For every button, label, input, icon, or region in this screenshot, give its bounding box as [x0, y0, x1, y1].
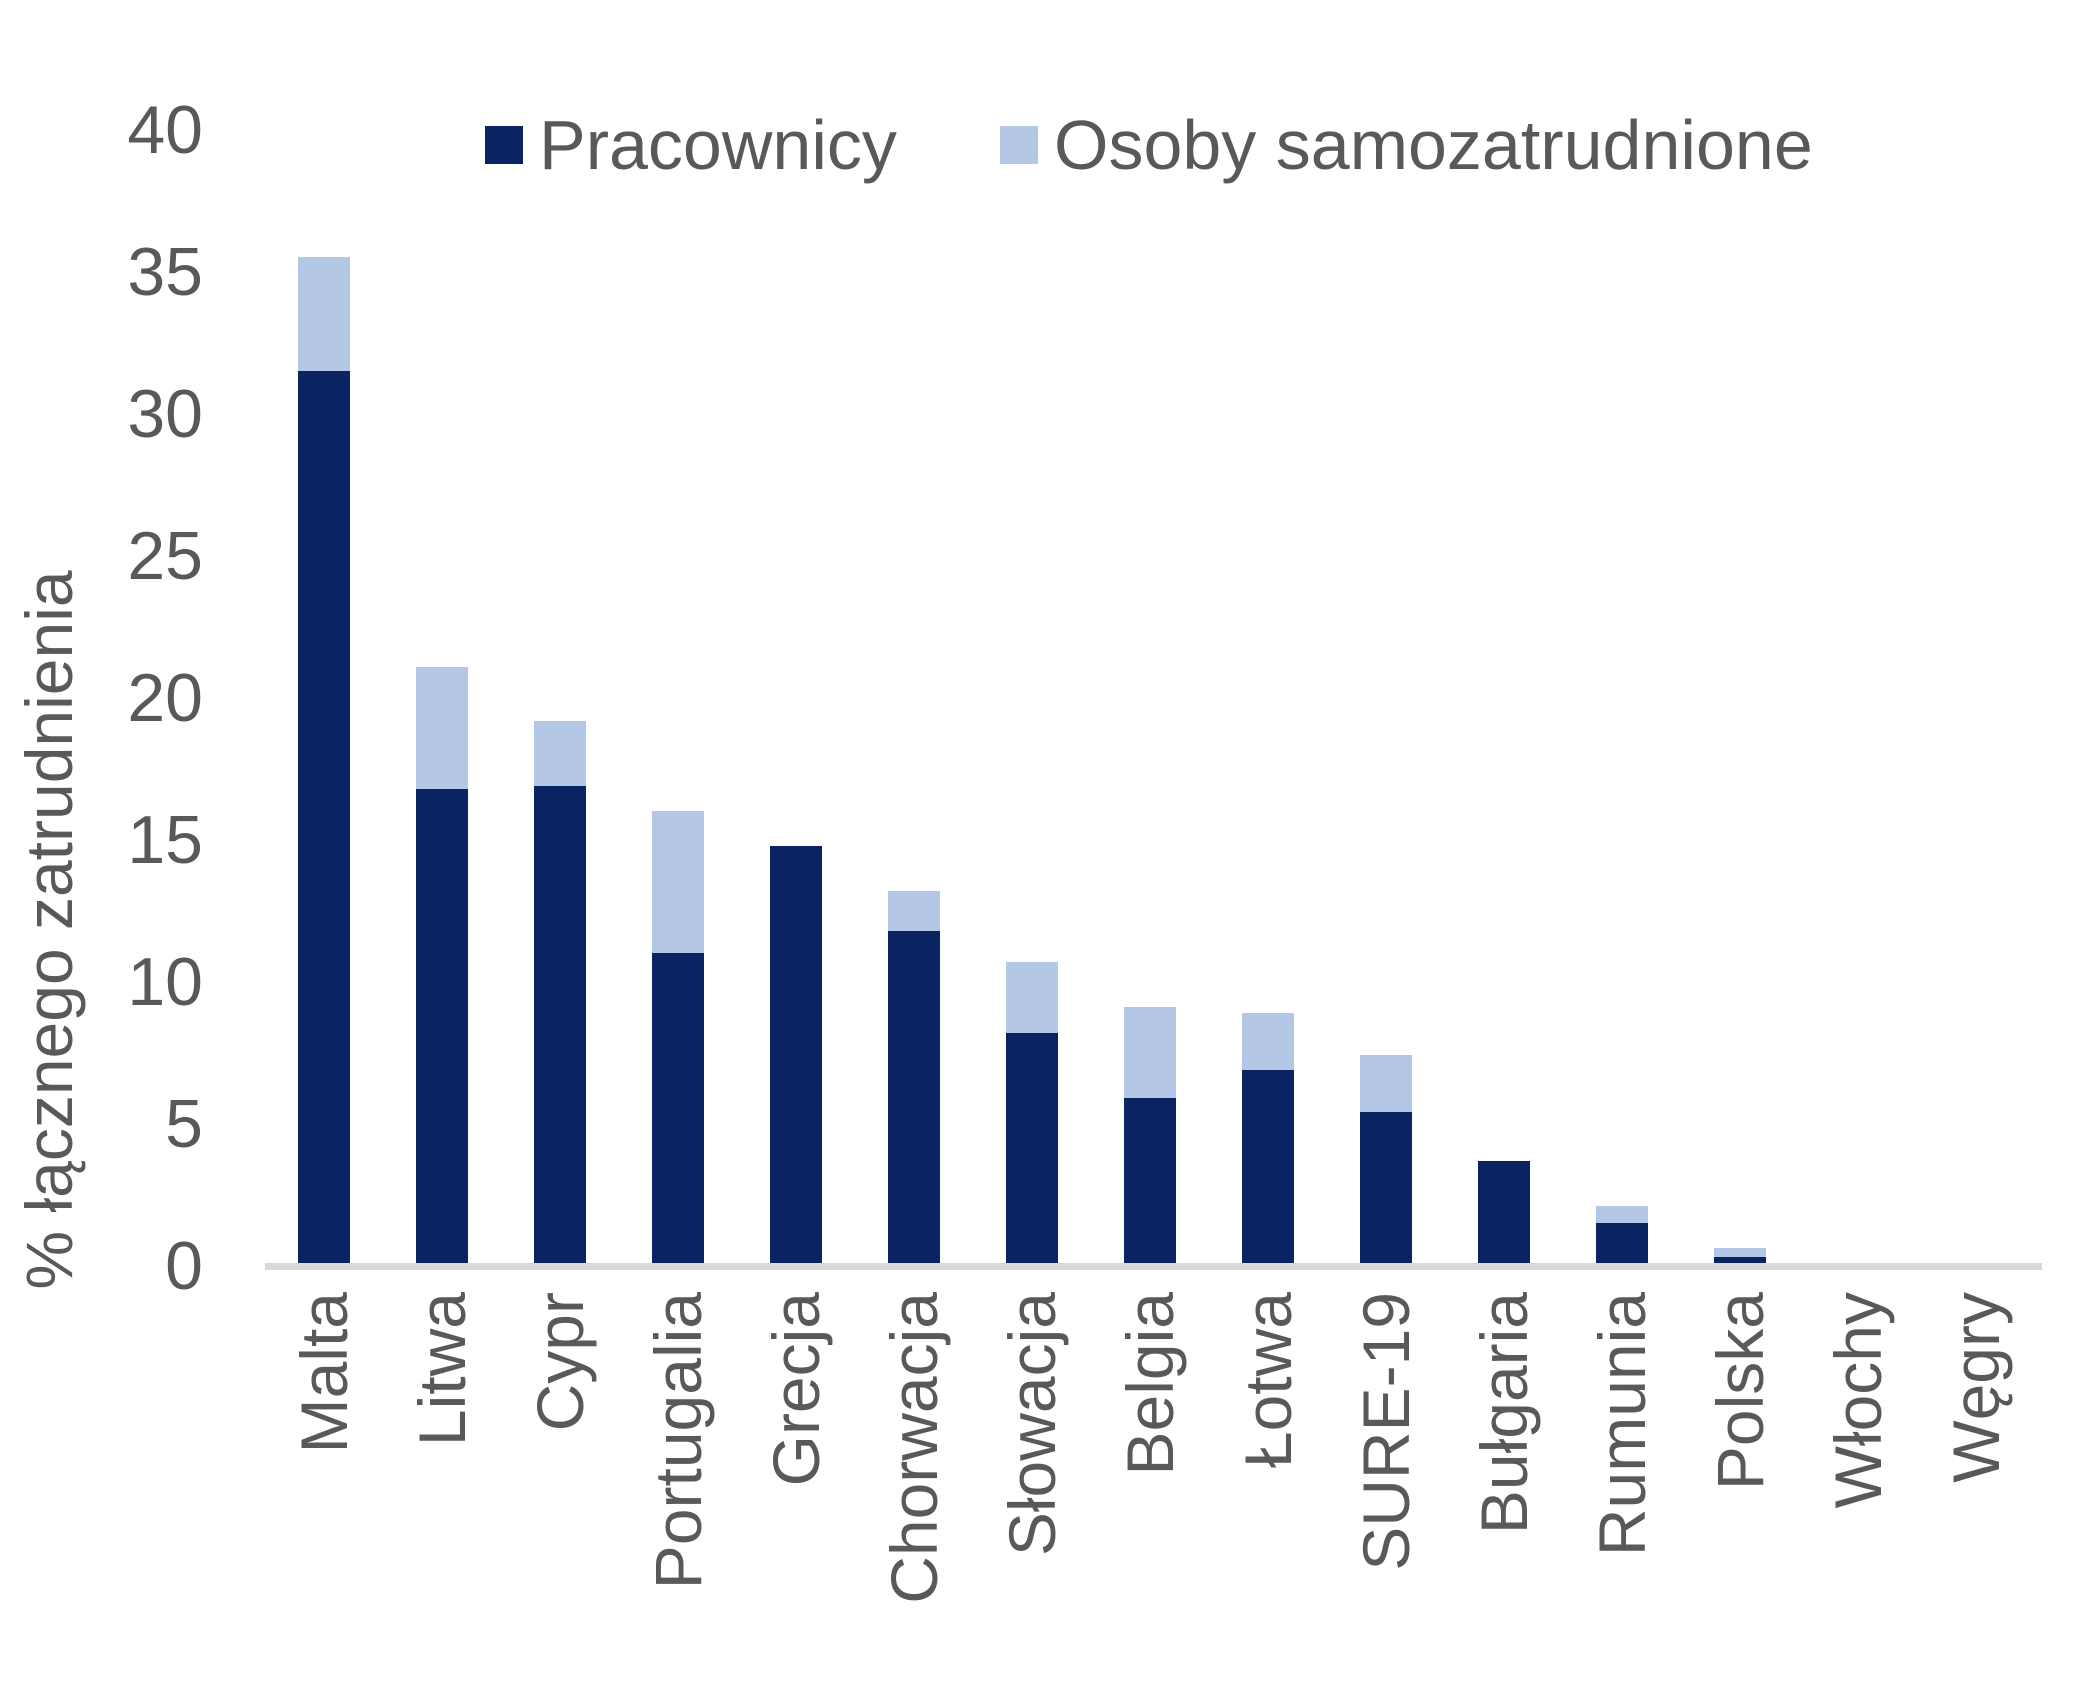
y-tick-label-25: 25	[127, 518, 203, 594]
y-tick-label-20: 20	[127, 660, 203, 736]
category-label-litwa: Litwa	[405, 1292, 479, 1447]
bar-segment-chorwacja-pracownicy	[888, 931, 940, 1263]
bar-segment-słowacja-pracownicy	[1006, 1033, 1058, 1263]
bar-słowacja	[1006, 962, 1058, 1263]
bar-chorwacja	[888, 891, 940, 1263]
category-label-belgia: Belgia	[1113, 1292, 1187, 1476]
category-label-węgry: Węgry	[1939, 1292, 2013, 1483]
bar-segment-litwa-osoby-samozatrudnione	[416, 667, 468, 789]
bar-sure-19	[1360, 1055, 1412, 1263]
category-label-polska: Polska	[1703, 1292, 1777, 1491]
category-label-łotwa: Łotwa	[1231, 1292, 1305, 1469]
bar-segment-rumunia-osoby-samozatrudnione	[1596, 1206, 1648, 1223]
y-tick-label-30: 30	[127, 376, 203, 452]
bar-segment-rumunia-pracownicy	[1596, 1223, 1648, 1263]
bar-segment-portugalia-pracownicy	[652, 953, 704, 1263]
bar-segment-cypr-osoby-samozatrudnione	[534, 721, 586, 786]
bar-bułgaria	[1478, 1161, 1530, 1263]
bar-litwa	[416, 667, 468, 1263]
bar-segment-grecja-pracownicy	[770, 846, 822, 1263]
legend-label-osoby-samozatrudnione: Osoby samozatrudnione	[1054, 106, 1813, 184]
bar-segment-łotwa-osoby-samozatrudnione	[1242, 1013, 1294, 1070]
bar-polska	[1714, 1248, 1766, 1263]
bar-segment-bułgaria-pracownicy	[1478, 1161, 1530, 1263]
bar-segment-polska-osoby-samozatrudnione	[1714, 1248, 1766, 1257]
y-tick-label-15: 15	[127, 802, 203, 878]
bar-belgia	[1124, 1007, 1176, 1263]
category-label-słowacja: Słowacja	[995, 1292, 1069, 1557]
y-tick-label-35: 35	[127, 234, 203, 310]
bar-łotwa	[1242, 1013, 1294, 1263]
category-label-cypr: Cypr	[523, 1292, 597, 1432]
legend-swatch-pracownicy-icon	[485, 126, 523, 164]
bar-grecja	[770, 846, 822, 1263]
category-label-bułgaria: Bułgaria	[1467, 1292, 1541, 1535]
bar-segment-sure-19-osoby-samozatrudnione	[1360, 1055, 1412, 1112]
bar-segment-litwa-pracownicy	[416, 789, 468, 1263]
category-label-sure-19: SURE-19	[1349, 1292, 1423, 1571]
y-tick-label-5: 5	[165, 1086, 203, 1162]
category-label-włochy: Włochy	[1821, 1292, 1895, 1509]
bar-malta	[298, 257, 350, 1263]
category-label-rumunia: Rumunia	[1585, 1292, 1659, 1557]
bar-portugalia	[652, 811, 704, 1263]
category-label-grecja: Grecja	[759, 1292, 833, 1487]
bar-segment-łotwa-pracownicy	[1242, 1070, 1294, 1263]
bar-segment-chorwacja-osoby-samozatrudnione	[888, 891, 940, 931]
bar-rumunia	[1596, 1206, 1648, 1263]
bar-segment-cypr-pracownicy	[534, 786, 586, 1263]
y-tick-label-40: 40	[127, 92, 203, 168]
x-axis-line	[265, 1263, 2042, 1270]
category-label-malta: Malta	[287, 1292, 361, 1454]
legend-item-osoby-samozatrudnione: Osoby samozatrudnione	[1000, 110, 1813, 180]
legend-item-pracownicy: Pracownicy	[485, 110, 897, 180]
category-label-portugalia: Portugalia	[641, 1292, 715, 1590]
bar-segment-malta-pracownicy	[298, 371, 350, 1263]
legend-label-pracownicy: Pracownicy	[539, 106, 897, 184]
bar-segment-polska-pracownicy	[1714, 1257, 1766, 1263]
bar-cypr	[534, 721, 586, 1263]
category-label-chorwacja: Chorwacja	[877, 1292, 951, 1604]
bar-segment-słowacja-osoby-samozatrudnione	[1006, 962, 1058, 1033]
bar-segment-malta-osoby-samozatrudnione	[298, 257, 350, 371]
bar-segment-portugalia-osoby-samozatrudnione	[652, 811, 704, 953]
bar-segment-sure-19-pracownicy	[1360, 1112, 1412, 1263]
legend-swatch-osoby-samozatrudnione-icon	[1000, 126, 1038, 164]
bar-segment-belgia-osoby-samozatrudnione	[1124, 1007, 1176, 1098]
y-tick-label-10: 10	[127, 944, 203, 1020]
y-tick-label-0: 0	[165, 1228, 203, 1304]
bar-segment-belgia-pracownicy	[1124, 1098, 1176, 1263]
